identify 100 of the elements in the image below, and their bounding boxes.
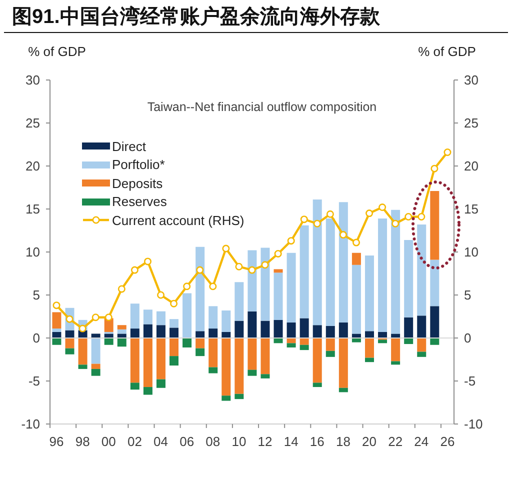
y2-tick-label: 10 [464, 244, 478, 260]
point [339, 231, 347, 239]
point [392, 220, 400, 228]
bar [417, 224, 426, 316]
bar [391, 210, 400, 334]
x-tick-label: 14 [284, 434, 298, 449]
bar [312, 382, 322, 388]
y-tick-label: 25 [26, 116, 40, 131]
point [52, 302, 60, 310]
bar [417, 352, 426, 357]
bar [65, 330, 74, 338]
bar [52, 328, 62, 332]
x-tick-label: 18 [336, 434, 350, 449]
point [352, 238, 360, 246]
x-tick-label: 16 [310, 434, 324, 449]
bar [182, 338, 192, 348]
bar [222, 396, 231, 401]
bar [117, 338, 126, 347]
bar [196, 246, 205, 332]
text: Taiwan--Net financial outflow composition [147, 100, 377, 115]
bar [391, 338, 400, 362]
bar [130, 328, 140, 338]
legend-label: Reserves [112, 194, 167, 210]
x-tick-label: 00 [101, 434, 116, 449]
bar [156, 325, 166, 338]
legend-label: Direct [112, 138, 146, 154]
bar [338, 322, 348, 338]
bar [404, 240, 414, 318]
chart-title: 图91.中国台湾经常账户盈余流向海外存款 [12, 5, 380, 29]
point [183, 282, 191, 290]
bar [130, 304, 140, 329]
bar [338, 388, 348, 392]
bar [364, 338, 374, 358]
x-tick-label: 24 [414, 434, 429, 449]
y-axis-title: % of GDP [28, 44, 86, 60]
point [209, 282, 217, 290]
x-tick-label: 26 [440, 434, 455, 449]
x-tick-label: 12 [258, 434, 272, 449]
bar [274, 272, 283, 320]
bar [170, 319, 179, 328]
y2-axis-title: % of GDP [418, 44, 476, 60]
bar [222, 338, 231, 396]
bar [430, 190, 440, 260]
bar [378, 218, 388, 332]
bar [234, 282, 244, 321]
bar [378, 332, 388, 338]
bar [404, 338, 414, 344]
bar [248, 370, 257, 376]
bar [156, 379, 166, 388]
bar [391, 361, 400, 365]
point [261, 261, 269, 269]
y-tick-label: 30 [26, 72, 40, 88]
y2-tick-label: 0 [464, 330, 472, 346]
bar [286, 322, 296, 338]
point [118, 285, 126, 293]
point [313, 220, 321, 228]
y2-tick-label: 5 [464, 288, 472, 303]
bar [364, 255, 374, 332]
bar [143, 324, 152, 338]
bar [404, 317, 414, 338]
bar [234, 320, 244, 338]
bar [312, 325, 322, 338]
legend-label: Porftolio* [112, 157, 165, 172]
bar [338, 338, 348, 388]
bar [104, 338, 114, 345]
bar [222, 332, 231, 338]
bar [286, 252, 296, 323]
bar [260, 320, 270, 338]
x-tick-label: 20 [362, 434, 377, 449]
bar [117, 329, 126, 334]
bar [274, 320, 283, 338]
bar [52, 338, 62, 345]
point [235, 262, 243, 270]
bar [208, 328, 218, 338]
x-tick-label: 08 [206, 434, 220, 449]
bar [156, 338, 166, 380]
bar [65, 348, 74, 354]
bar [300, 225, 309, 318]
point [430, 164, 438, 172]
y-tick-label: 5 [32, 288, 40, 303]
y-tick-label: 20 [26, 158, 40, 174]
point [130, 266, 138, 274]
bar [196, 348, 205, 356]
y-tick-label: 10 [26, 244, 40, 260]
point [444, 148, 452, 156]
legend-label: Deposits [112, 176, 163, 191]
bar [248, 338, 257, 370]
bar [196, 331, 205, 338]
point [287, 237, 295, 245]
point [196, 266, 204, 274]
bar [326, 218, 335, 326]
point [170, 300, 178, 308]
point [157, 291, 165, 299]
bar [234, 338, 244, 394]
bar [248, 250, 257, 312]
bar [156, 311, 166, 326]
y2-tick-label: 20 [464, 158, 478, 174]
y2-tick-label: 30 [464, 72, 478, 88]
bar [143, 310, 152, 324]
y-tick-label: 15 [26, 202, 40, 217]
